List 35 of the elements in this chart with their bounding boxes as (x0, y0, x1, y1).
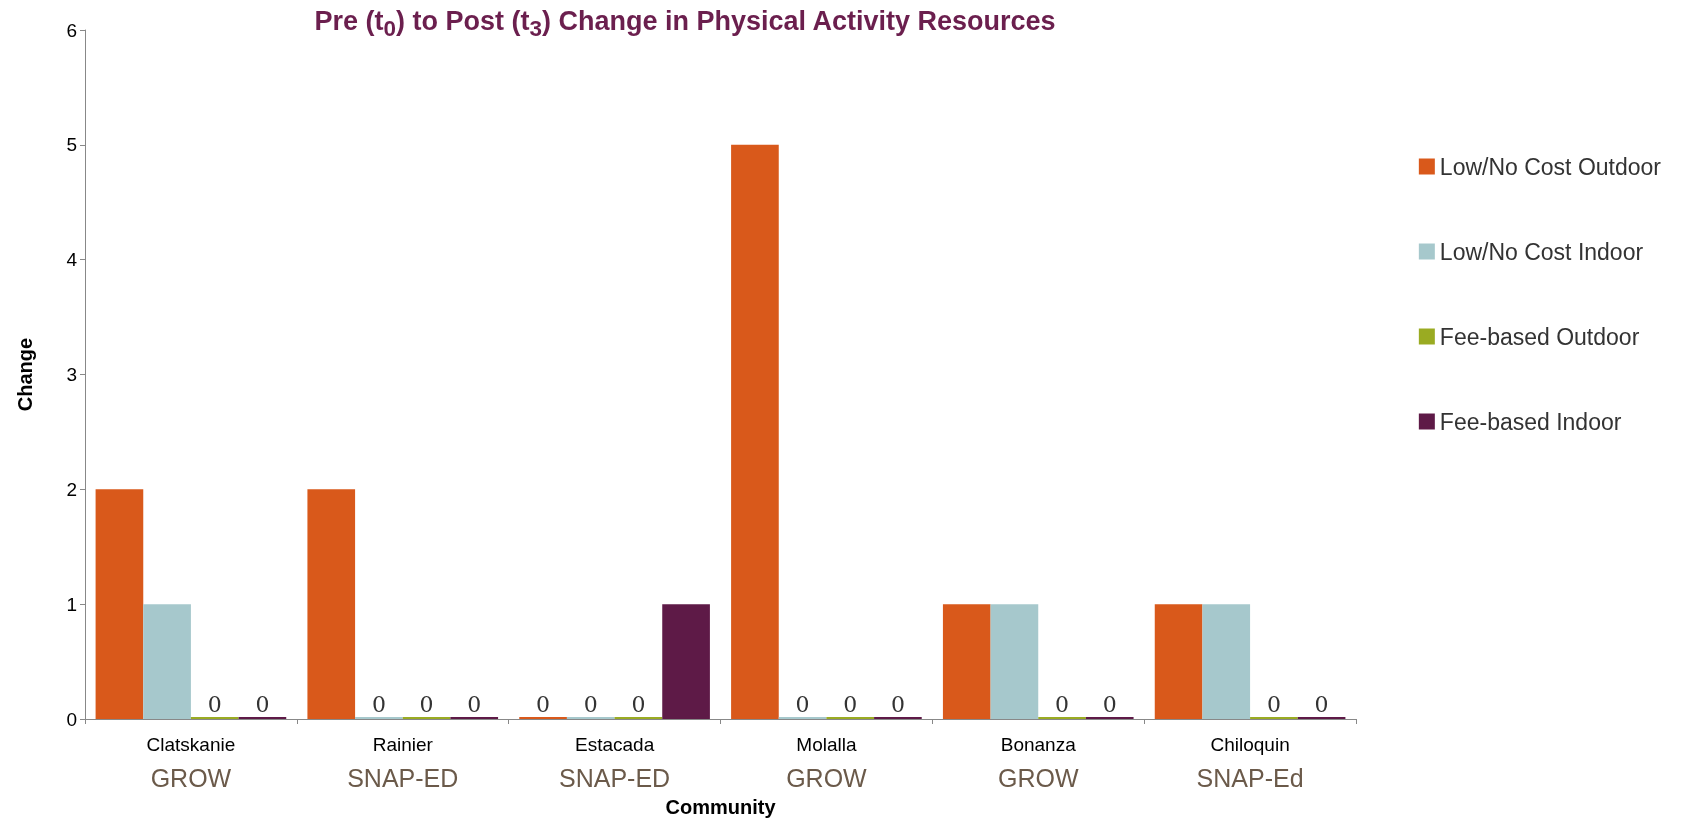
x-tick-label: Molalla GROW (786, 733, 868, 792)
data-label: 0 (795, 691, 810, 717)
data-label: 0 (1266, 691, 1281, 717)
data-label: 0 (207, 691, 222, 717)
data-label: 0 (843, 691, 858, 717)
legend-label: Fee-based Indoor (1439, 408, 1622, 435)
x-tick-label: Clatskanie GROW (146, 733, 236, 792)
y-tick-label: 3 (66, 364, 77, 385)
legend-label: Low/No Cost Outdoor (1439, 153, 1662, 180)
data-label: 0 (536, 691, 551, 717)
x-tick-label: Rainier SNAP-ED (347, 733, 459, 792)
chart-title: Pre (t$_{0}$) to Post (t$_{3}$) Change in Physical Activity Resources (314, 6, 1056, 42)
data-label: 0 (1314, 691, 1329, 717)
y-tick-label: 6 (66, 19, 77, 41)
x-axis-title: Community (665, 796, 777, 818)
y-tick-label: 0 (66, 708, 77, 730)
data-label: 0 (890, 691, 905, 717)
y-tick-label: 4 (66, 249, 78, 271)
x-tick-label: Chiloquin SNAP-Ed (1196, 733, 1304, 792)
legend-label: Fee-based Outdoor (1439, 323, 1640, 350)
y-tick-label: 1 (66, 593, 77, 615)
x-tick-label: Estacada SNAP-ED (559, 733, 671, 792)
x-tick-label: Bonanza GROW (997, 733, 1079, 792)
data-label: 0 (583, 691, 598, 717)
data-label: 0 (631, 691, 646, 717)
data-label: 0 (255, 691, 270, 717)
data-label: 0 (467, 691, 482, 717)
data-label: 0 (1055, 691, 1070, 717)
legend-label: Low/No Cost Indoor (1439, 238, 1644, 265)
data-label: 0 (419, 691, 434, 717)
data-label: 0 (1102, 691, 1117, 717)
y-tick-label: 2 (66, 478, 77, 500)
y-tick-label: 5 (66, 134, 77, 156)
data-label: 0 (371, 691, 386, 717)
y-axis-title: Change (14, 337, 36, 412)
